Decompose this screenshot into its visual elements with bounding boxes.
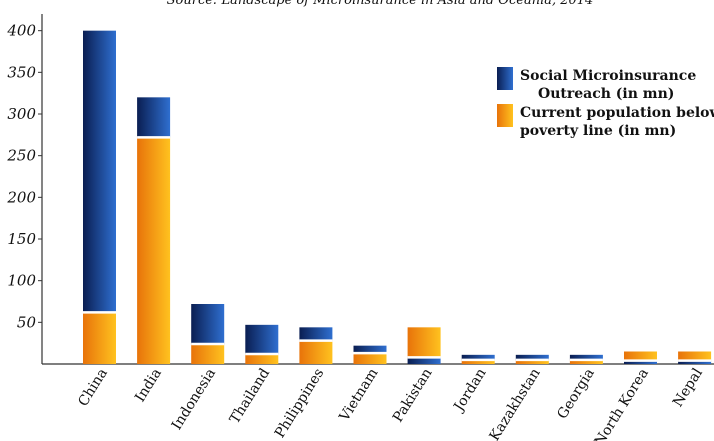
- legend-label-poverty-line2: poverty line (in mn): [520, 123, 676, 139]
- bar-poverty-thailand: [245, 354, 279, 364]
- legend: Social Microinsurance Outreach (in mn) C…: [497, 67, 714, 139]
- x-tick-label: Jordan: [450, 366, 490, 416]
- bar-outreach-china: [83, 30, 116, 313]
- y-tick-label: 250: [6, 147, 36, 165]
- bars-group: [83, 30, 712, 364]
- bar-poverty-nepal: [678, 351, 712, 361]
- y-tick-label: 200: [6, 188, 36, 206]
- bar-outreach-nepal: [678, 360, 712, 364]
- x-tick-label: India: [132, 366, 165, 405]
- x-tick-label: Nepal: [670, 365, 706, 410]
- bar-outreach-pakistan: [407, 357, 441, 364]
- bar-outreach-georgia: [569, 354, 603, 360]
- bar-poverty-kazakhstan: [515, 359, 549, 364]
- legend-swatch-outreach: [497, 67, 513, 90]
- x-tick-label: North Korea: [592, 366, 652, 441]
- y-tick-label: 50: [17, 313, 37, 331]
- x-tick-label: China: [75, 366, 111, 410]
- bar-poverty-georgia: [569, 359, 603, 364]
- bar-outreach-kazakhstan: [515, 354, 549, 360]
- bar-outreach-north-korea: [624, 360, 657, 364]
- x-tick-label: Indonesia: [169, 366, 219, 433]
- bar-outreach-thailand: [245, 324, 279, 354]
- x-tick-label: Thailand: [227, 366, 273, 427]
- y-tick-label: 150: [7, 230, 36, 248]
- bar-outreach-indonesia: [191, 304, 225, 344]
- x-tick-label: Pakistan: [390, 366, 436, 426]
- bar-poverty-jordan: [461, 359, 495, 364]
- x-tick-label: Georgia: [554, 366, 597, 422]
- legend-label-outreach-line2: Outreach (in mn): [538, 86, 674, 102]
- bar-poverty-vietnam: [353, 353, 387, 364]
- y-tick-label: 100: [7, 272, 36, 290]
- bar-outreach-india: [137, 97, 171, 138]
- bar-poverty-philippines: [299, 340, 333, 364]
- bar-poverty-pakistan: [407, 327, 441, 358]
- bar-poverty-india: [137, 137, 171, 364]
- y-tick-label: 350: [7, 63, 36, 81]
- bar-outreach-jordan: [461, 354, 495, 360]
- x-tick-label: Vietnam: [336, 366, 381, 425]
- y-axis: 50 100 150 200 250 300 350 400: [6, 14, 43, 364]
- y-tick-label: 400: [6, 22, 36, 40]
- bar-outreach-vietnam: [353, 345, 387, 354]
- x-tick-label: Philippines: [272, 366, 327, 441]
- bar-outreach-philippines: [299, 327, 333, 341]
- y-tick-label: 300: [7, 105, 36, 123]
- legend-label-outreach-line1: Social Microinsurance: [520, 68, 696, 84]
- legend-label-poverty-line1: Current population below: [520, 105, 714, 121]
- x-tick-label: Kazakhstan: [487, 366, 544, 441]
- source-note: Source: Landscape of Microinsurance in A…: [167, 0, 594, 8]
- y-tick-group: 50 100 150 200 250 300 350 400: [6, 22, 42, 331]
- bar-poverty-north-korea: [624, 351, 657, 361]
- bar-poverty-china: [83, 312, 116, 364]
- legend-swatch-poverty: [497, 104, 513, 127]
- bar-poverty-indonesia: [191, 344, 225, 364]
